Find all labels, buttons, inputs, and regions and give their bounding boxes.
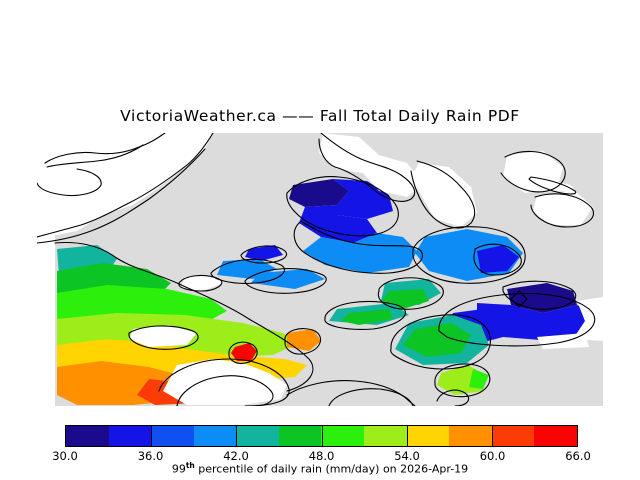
coast-vi-inner [37, 148, 206, 244]
coast-top-island-4 [530, 193, 594, 228]
land-east-white-strip-2 [537, 333, 589, 349]
land-nw-sea [37, 169, 101, 197]
colorbar-cell [491, 426, 535, 446]
colorbar-caption: 99th percentile of daily rain (mm/day) o… [0, 461, 640, 476]
land-island-mid-hole [181, 275, 223, 291]
coast-victoria-land [158, 358, 290, 406]
data-contour-fills [57, 179, 593, 405]
marker-diamond [510, 290, 528, 308]
colorbar-cell [406, 426, 450, 446]
coast-islet-thin [528, 176, 577, 195]
colorbar-separator [321, 426, 323, 446]
colorbar-tick: 42.0 [223, 449, 249, 463]
coast-north-ridge-2 [293, 220, 423, 274]
fill-skyblue-islet-c [251, 269, 325, 289]
coast-islet-c [244, 268, 327, 294]
coast-east-mass [412, 226, 526, 284]
colorbar-separator [151, 426, 153, 446]
colorbar-separator [236, 426, 238, 446]
coast-nw-peninsula [44, 133, 166, 164]
colorbar-tick: 60.0 [479, 449, 506, 463]
coast-south-shore [286, 380, 416, 406]
fill-blue-far-east [477, 303, 593, 341]
colorbar[interactable] [65, 425, 578, 447]
fill-skyblue-ridge [303, 233, 417, 273]
colorbar-cell [236, 426, 279, 446]
coastlines [37, 133, 596, 406]
coast-red-hotspot-outline [228, 341, 258, 364]
coast-south-shore-b [328, 388, 414, 406]
fill-navy-north-ridge [289, 179, 349, 207]
land-central-gap [129, 325, 197, 347]
colorbar-cell [321, 426, 365, 446]
caption-percentile-number: 99 [171, 462, 186, 476]
land-islet-thin-1 [533, 177, 577, 193]
land-east-white-strip [573, 297, 603, 341]
coast-top-island-1 [318, 133, 416, 202]
coast-far-east-lobe [438, 293, 596, 347]
land-west-large [37, 133, 213, 239]
coast-vancouver-island-main [37, 133, 214, 238]
map-panel[interactable] [37, 133, 603, 406]
fill-blue-ridge-2 [299, 205, 377, 243]
coast-east-inner [473, 243, 522, 276]
land-island-top-2 [411, 163, 477, 227]
coast-mid-hole [178, 274, 223, 292]
colorbar-tick: 48.0 [308, 449, 335, 463]
colorbar-tick: 36.0 [137, 449, 164, 463]
colorbar-cell [193, 426, 237, 446]
coast-west-inner-bay [128, 325, 199, 350]
land-mask [37, 133, 603, 406]
coast-north-ridge [286, 176, 399, 237]
map-canvas[interactable] [37, 133, 603, 406]
colorbar-cell [108, 426, 152, 446]
coast-orange-islet-outline [284, 328, 322, 355]
caption-percentile-suffix: th [185, 461, 195, 470]
fill-navy-far-east [507, 283, 577, 313]
land-nw-peninsula [37, 133, 167, 165]
colorbar-separator [406, 426, 408, 446]
coast-far-east-notch [502, 280, 577, 310]
colorbar-gradient[interactable] [65, 425, 578, 447]
colorbar-tick: 66.0 [565, 449, 591, 463]
fill-green-island-edge [469, 369, 489, 389]
coast-victoria-land-b [176, 375, 274, 406]
coast-top-island-2 [410, 160, 476, 229]
fill-blue-east-deep [477, 245, 519, 273]
fill-green-strip [341, 309, 393, 325]
coast-teal-strip [324, 300, 406, 330]
colorbar-cell [66, 426, 109, 446]
fill-green-se-island [403, 323, 471, 357]
page-title: VictoriaWeather.ca —— Fall Total Daily R… [120, 107, 520, 125]
colorbar-tick: 30.0 [52, 449, 78, 463]
colorbar-separator [491, 426, 493, 446]
colorbar-tick-labels: 30.0 36.0 42.0 48.0 54.0 60.0 66.0 [0, 449, 640, 463]
colorbar-tick: 54.0 [394, 449, 420, 463]
coast-nw-inlet [37, 168, 102, 197]
fill-blue-islet-a [245, 245, 283, 261]
caption-rest: percentile of daily rain (mm/day) on 202… [194, 462, 469, 476]
land-island-top-4 [533, 191, 593, 225]
colorbar-cell [534, 426, 577, 446]
coast-lime-island [434, 363, 491, 398]
colorbar-cell [151, 426, 194, 446]
colorbar-cell [364, 426, 407, 446]
coast-top-island-3 [500, 150, 566, 193]
land-central-victoria [163, 359, 287, 405]
land-island-top-1 [319, 133, 423, 197]
fill-orange-islet [287, 329, 321, 351]
coast-south-islet [436, 389, 470, 406]
fill-red-hotspot [231, 343, 257, 361]
colorbar-cell [449, 426, 492, 446]
coast-west-region-outer [54, 242, 314, 392]
coast-nw-peninsula-b [46, 144, 144, 168]
coast-se-island [390, 314, 492, 370]
colorbar-cell [278, 426, 322, 446]
